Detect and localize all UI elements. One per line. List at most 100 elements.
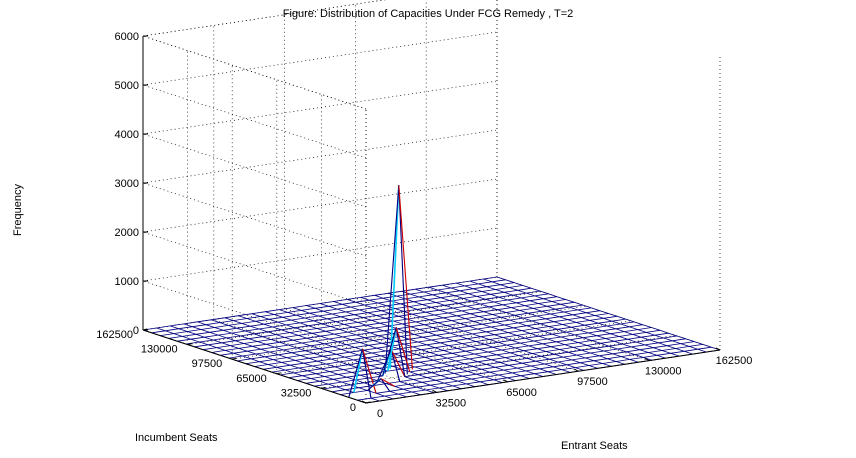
mesh-line: [195, 333, 205, 338]
mesh-line: [545, 316, 560, 320]
mesh-line: [339, 328, 348, 333]
mesh-line: [414, 366, 424, 371]
mesh-line: [613, 340, 623, 345]
mesh-line: [474, 353, 484, 358]
mesh-line: [608, 345, 618, 350]
grid-line: [142, 35, 367, 110]
mesh-line: [470, 343, 485, 347]
mesh-line: [601, 328, 616, 332]
grid-line: [142, 80, 498, 135]
mesh-line: [337, 339, 352, 343]
mesh-line: [618, 336, 628, 340]
mesh-line: [230, 343, 244, 346]
mesh-line: [553, 364, 567, 368]
mesh-line: [504, 324, 514, 329]
mesh-line: [487, 318, 497, 323]
mesh-line: [213, 337, 227, 341]
mesh-line: [428, 284, 443, 288]
mesh-line: [412, 344, 427, 348]
mesh-line: [416, 354, 426, 358]
mesh-line: [583, 337, 593, 341]
mesh-line: [401, 290, 411, 295]
mesh-line: [192, 324, 207, 328]
mesh-line: [450, 330, 464, 334]
mesh-line: [410, 293, 419, 298]
mesh-line: [324, 341, 338, 345]
mesh-line: [453, 340, 463, 344]
mesh-line: [398, 315, 408, 320]
mesh-line: [702, 344, 712, 348]
mesh-line: [350, 304, 365, 308]
mesh-line: [437, 322, 447, 326]
mesh-line: [441, 329, 451, 334]
mesh-line: [252, 345, 262, 350]
mesh-line: [214, 325, 229, 328]
mesh-line: [384, 393, 399, 397]
mesh-line: [550, 346, 560, 350]
mesh-line: [546, 303, 561, 307]
mesh-line: [364, 337, 374, 341]
mesh-line: [333, 299, 348, 302]
mesh-line: [440, 375, 450, 379]
mesh-line: [571, 324, 585, 328]
mesh-line: [462, 343, 471, 347]
mesh-line: [415, 286, 429, 290]
mesh-line: [510, 352, 519, 356]
mesh-line: [413, 377, 428, 380]
mesh-line: [466, 303, 481, 307]
x-tick-label: 65000: [506, 387, 537, 399]
mesh-line: [388, 323, 403, 327]
mesh-line: [288, 344, 297, 349]
mesh-line: [576, 352, 591, 356]
mesh-line: [564, 309, 578, 313]
mesh-line: [452, 350, 466, 354]
mesh-line: [528, 343, 543, 347]
mesh-line: [477, 328, 487, 333]
mesh-line: [379, 320, 394, 324]
mesh-line: [281, 329, 290, 333]
mesh-line: [411, 356, 426, 360]
mesh-line: [298, 367, 308, 372]
mesh-line: [455, 360, 465, 365]
mesh-line: [637, 327, 652, 330]
mesh-line: [511, 339, 521, 344]
mesh-line: [412, 346, 422, 351]
mesh-line: [491, 357, 506, 361]
mesh-line: [433, 359, 443, 364]
mesh-line: [611, 318, 626, 322]
mesh-line: [323, 308, 338, 312]
mesh-line: [566, 362, 581, 366]
mesh-line: [376, 315, 386, 319]
mesh-line: [311, 330, 326, 334]
mesh-line: [476, 373, 486, 378]
mesh-line: [522, 362, 532, 367]
mesh-line: [326, 318, 336, 322]
mesh-line: [312, 363, 327, 367]
mesh-line: [516, 333, 531, 336]
x-tick-label: 0: [377, 408, 383, 420]
mesh-line: [318, 315, 328, 320]
mesh-line: [464, 283, 479, 287]
mesh-line: [260, 346, 275, 350]
mesh-line: [303, 360, 318, 364]
mesh-line: [384, 395, 394, 400]
mesh-line: [586, 342, 601, 346]
mesh-line: [419, 327, 434, 330]
mesh-line: [417, 306, 432, 310]
mesh-line: [536, 315, 546, 320]
mesh-line: [481, 366, 496, 370]
mesh-line: [366, 355, 381, 359]
mesh-line: [420, 314, 435, 318]
mesh-line: [397, 326, 411, 330]
mesh-line: [389, 388, 404, 392]
mesh-line: [504, 289, 518, 293]
mesh-line: [515, 345, 529, 349]
mesh-line: [452, 383, 467, 387]
mesh-line: [328, 383, 337, 388]
mesh-line: [366, 324, 376, 329]
mesh-line: [246, 318, 256, 322]
mesh-line: [465, 318, 474, 322]
mesh-line: [546, 305, 556, 310]
mesh-line: [173, 333, 183, 337]
mesh-line: [421, 347, 436, 351]
